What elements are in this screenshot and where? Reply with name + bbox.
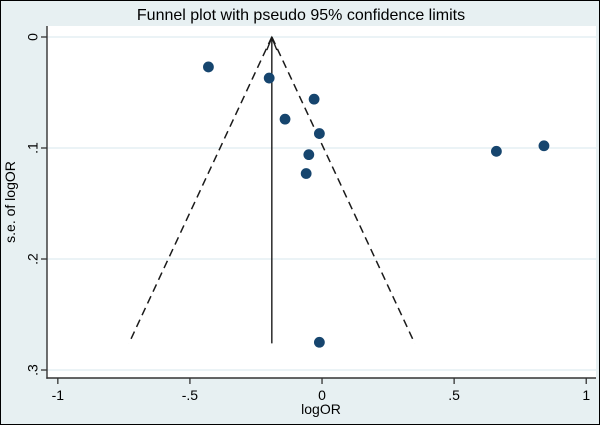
data-point [313, 128, 325, 139]
axes-group [46, 26, 596, 379]
funnel-group [128, 35, 416, 344]
x-tick-label: 1 [582, 387, 590, 403]
y-axis-title: s.e. of logOR [2, 161, 18, 243]
data-point [308, 93, 320, 105]
y-tick-label: .2 [25, 253, 41, 265]
data-point [279, 113, 291, 125]
ticks-group: 0 .1 .2 .3 -1 -.5 0 .5 1 [25, 33, 591, 403]
chart-title: Funnel plot with pseudo 95% confidence l… [137, 7, 465, 24]
data-point [263, 72, 275, 84]
data-point [490, 145, 502, 157]
x-axis-title: logOR [301, 401, 341, 417]
x-tick-label: -.5 [182, 387, 199, 403]
y-tick-label: .3 [25, 364, 41, 376]
data-point [313, 336, 325, 348]
data-point [203, 61, 214, 73]
x-tick-label: .5 [448, 387, 460, 403]
data-point [303, 149, 315, 161]
x-tick-label: 0 [318, 387, 326, 403]
plot-inner-background [47, 26, 596, 378]
arrow-up-icon [266, 35, 278, 51]
data-point [300, 168, 312, 179]
funnel-ci-right-line [271, 36, 416, 344]
y-tick-label: .1 [25, 142, 41, 154]
points-group [203, 61, 550, 348]
data-point [538, 140, 550, 152]
funnel-ci-left-line [128, 36, 273, 344]
gridlines-group [47, 36, 596, 371]
y-tick-label: 0 [25, 33, 41, 41]
x-tick-label: -1 [52, 387, 65, 403]
